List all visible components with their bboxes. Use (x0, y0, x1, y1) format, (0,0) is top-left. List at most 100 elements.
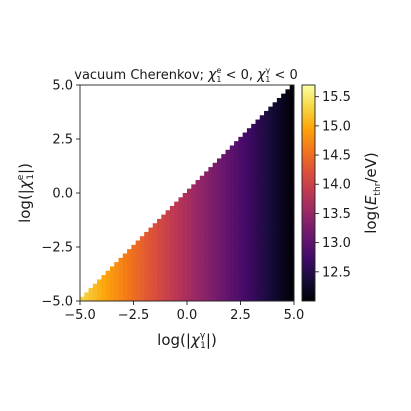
heatmap-cell (238, 266, 244, 272)
heatmap-cell (221, 275, 226, 280)
heatmap-cell (187, 218, 192, 224)
heatmap-cell (238, 201, 244, 207)
heatmap-cell (276, 210, 282, 215)
heatmap-cell (268, 227, 273, 233)
heatmap-cell (127, 283, 132, 289)
heatmap-cell (204, 292, 209, 298)
heatmap-cell (289, 218, 295, 224)
heatmap-cell (229, 227, 235, 233)
heatmap-cell (251, 214, 256, 220)
heatmap-cell (169, 253, 175, 259)
heatmap-cell (114, 262, 119, 267)
heatmap-cell (289, 231, 295, 237)
heatmap-cell (242, 266, 248, 272)
heatmap-cell (229, 184, 235, 190)
heatmap-cell (212, 167, 218, 172)
heatmap-cell (204, 249, 209, 254)
heatmap-cell (268, 240, 273, 246)
heatmap-cell (105, 288, 111, 293)
heatmap-cell (251, 244, 256, 250)
heatmap-cell (161, 214, 166, 220)
heatmap-cell (251, 257, 256, 263)
heatmap-cell (152, 236, 158, 241)
heatmap-cell (272, 253, 278, 259)
heatmap-cell (178, 223, 184, 228)
heatmap-cell (161, 279, 166, 285)
heatmap-cell (259, 279, 265, 285)
heatmap-cell (289, 249, 295, 254)
heatmap-cell (221, 231, 226, 237)
heatmap-cell (251, 236, 256, 241)
heatmap-cell (84, 292, 89, 298)
heatmap-cell (199, 288, 205, 293)
heatmap-cell (208, 171, 214, 177)
heatmap-cell (276, 197, 282, 203)
heatmap-cell (225, 184, 231, 190)
heatmap-cell (242, 231, 248, 237)
heatmap-cell (276, 162, 282, 168)
heatmap-cell (276, 171, 282, 177)
heatmap-cell (238, 180, 244, 185)
heatmap-cell (157, 218, 162, 224)
heatmap-cell (169, 236, 175, 241)
heatmap-cell (152, 240, 158, 246)
heatmap-cell (238, 236, 244, 241)
heatmap-cell (272, 292, 278, 298)
heatmap-cell (148, 292, 154, 298)
heatmap-cell (255, 197, 261, 203)
heatmap-cell (268, 115, 273, 120)
heatmap-cell (259, 145, 265, 151)
heatmap-cell (289, 128, 295, 133)
heatmap-cell (272, 240, 278, 246)
heatmap-cell (195, 218, 201, 224)
heatmap-cell (276, 119, 282, 125)
heatmap-cell (234, 188, 239, 194)
heatmap-cell (204, 223, 209, 228)
heatmap-cell (289, 119, 295, 125)
heatmap-cell (246, 270, 252, 276)
heatmap-cell (242, 158, 248, 164)
heatmap-cell (195, 244, 201, 250)
heatmap-cell (268, 262, 273, 267)
heatmap-cell (152, 292, 158, 298)
heatmap-cell (191, 214, 196, 220)
heatmap-cell (289, 162, 295, 168)
heatmap-cell (169, 249, 175, 254)
heatmap-cell (199, 188, 205, 194)
heatmap-cell (131, 244, 137, 250)
heatmap-cell (272, 214, 278, 220)
heatmap-cell (272, 123, 278, 129)
heatmap-cell (216, 227, 222, 233)
heatmap-cell (276, 257, 282, 263)
heatmap-cell (272, 171, 278, 177)
heatmap-cell (131, 288, 137, 293)
heatmap-cell (268, 218, 273, 224)
heatmap-cell (161, 227, 166, 233)
heatmap-cell (216, 249, 222, 254)
heatmap-cell (157, 244, 162, 250)
heatmap-cell (157, 223, 162, 228)
heatmap-cell (268, 136, 273, 142)
heatmap-cell (234, 231, 239, 237)
heatmap-cell (131, 249, 137, 254)
heatmap-cell (255, 141, 261, 146)
heatmap-cell (264, 257, 269, 263)
heatmap-cell (135, 262, 141, 267)
heatmap-cell (281, 97, 286, 103)
heatmap-cell (229, 288, 235, 293)
heatmap-cell (229, 257, 235, 263)
heatmap-cell (135, 244, 141, 250)
heatmap-cell (264, 128, 269, 133)
heatmap-cell (221, 288, 226, 293)
heatmap-cell (105, 275, 111, 280)
heatmap-cell (118, 279, 124, 285)
heatmap-cell (229, 214, 235, 220)
heatmap-cell (182, 236, 188, 241)
heatmap-cell (281, 279, 286, 285)
heatmap-cell (251, 184, 256, 190)
heatmap-cell (165, 218, 171, 224)
heatmap-cell (259, 231, 265, 237)
heatmap-cell (281, 115, 286, 120)
heatmap-cell (195, 275, 201, 280)
heatmap-cell (135, 240, 141, 246)
